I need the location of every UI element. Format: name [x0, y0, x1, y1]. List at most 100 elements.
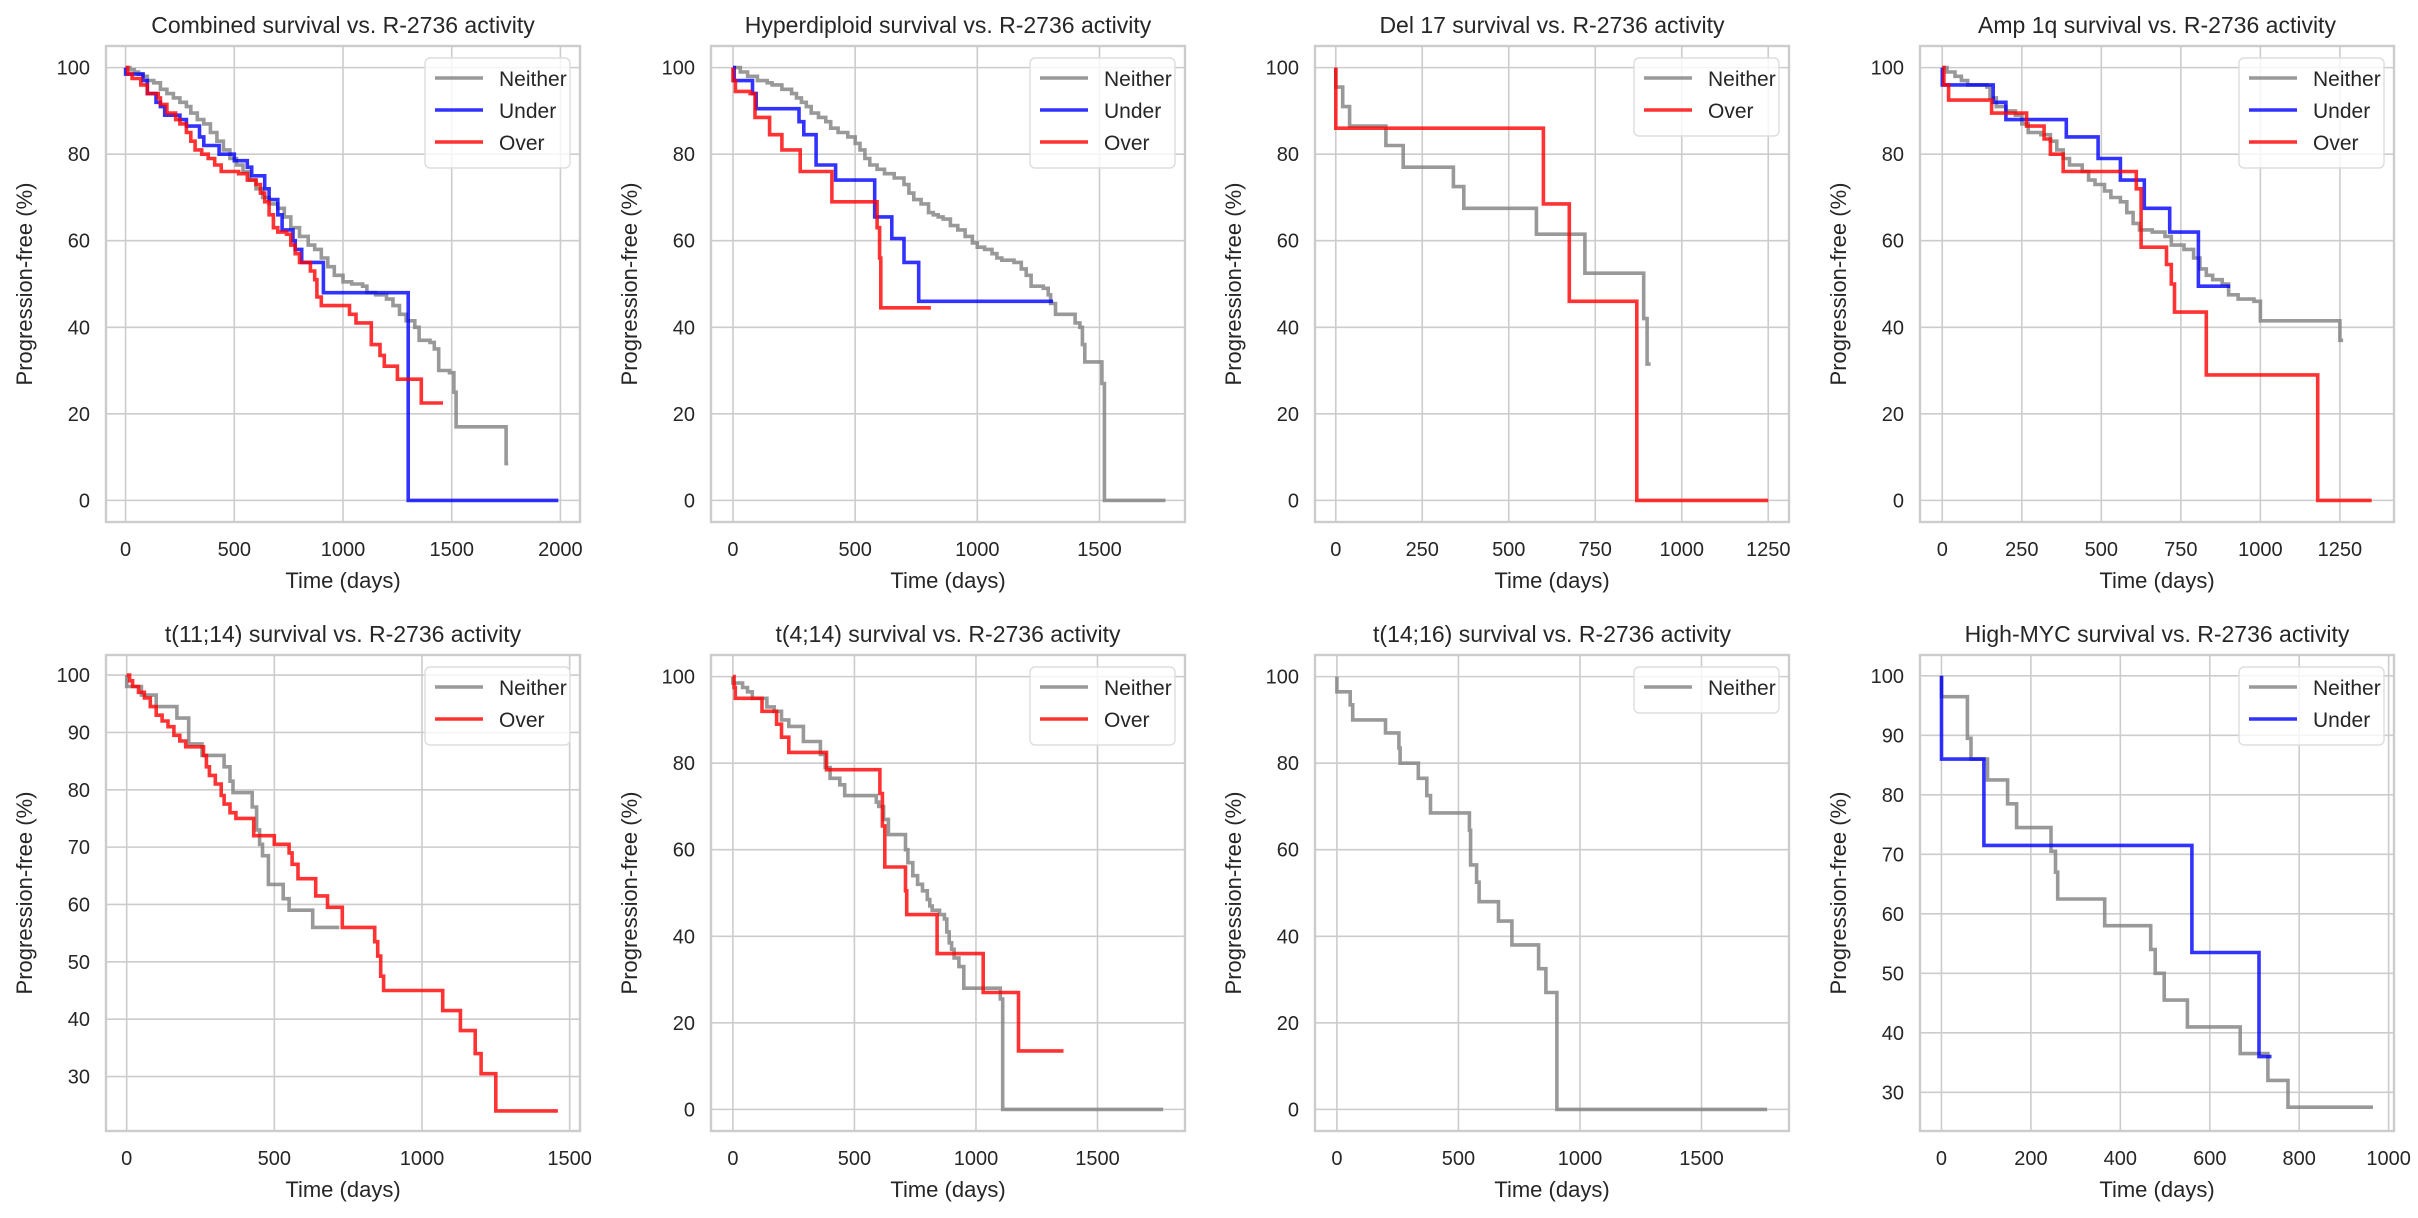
curve-neither — [124, 675, 340, 930]
y-tick-label: 70 — [68, 837, 90, 859]
x-tick-labels: 0 250 500 750 1000 1250 — [1936, 539, 2361, 561]
y-axis-label: Progression-free (%) — [617, 183, 642, 386]
y-axis-label: Progression-free (%) — [1221, 792, 1246, 995]
y-tick-labels: 0 20 40 60 80 100 — [661, 58, 694, 513]
legend: Neither Over — [424, 666, 571, 746]
curve-over — [1334, 67, 1769, 503]
y-tick-label: 0 — [683, 1099, 694, 1121]
plot-frame — [104, 653, 582, 1133]
y-tick-label: 100 — [1266, 58, 1299, 80]
chart-svg: Del 17 survival vs. R-2736 activity 0 20 4… — [1221, 12, 1790, 593]
y-tick-label: 50 — [68, 952, 90, 974]
x-tick-label: 0 — [1935, 1148, 1946, 1170]
chart-title: Hyperdiploid survival vs. R-2736 activit… — [744, 12, 1151, 38]
legend-label: Neither — [2313, 68, 2381, 91]
y-tick-label: 0 — [683, 490, 694, 512]
plot-frame — [1313, 653, 1791, 1133]
y-tick-label: 60 — [672, 840, 694, 862]
curves — [1335, 676, 1768, 1112]
y-tick-label: 100 — [661, 58, 694, 80]
legend-label: Over — [1104, 132, 1150, 155]
x-tick-label: 0 — [1330, 539, 1341, 561]
y-tick-label: 40 — [672, 317, 694, 339]
legend-label: Neither — [1708, 677, 1776, 700]
y-tick-label: 20 — [68, 404, 90, 426]
gridlines — [710, 655, 1185, 1131]
legend-label: Over — [1104, 709, 1150, 732]
y-tick-label: 60 — [68, 894, 90, 916]
y-tick-label: 0 — [79, 490, 90, 512]
x-tick-label: 400 — [2103, 1148, 2136, 1170]
x-tick-label: 1000 — [2366, 1148, 2411, 1170]
chart-title: Amp 1q survival vs. R-2736 activity — [1978, 12, 2336, 38]
x-tick-label: 500 — [258, 1148, 291, 1170]
x-tick-label: 1500 — [1077, 539, 1122, 561]
x-tick-label: 250 — [1406, 539, 1439, 561]
x-tick-label: 2000 — [538, 539, 583, 561]
y-axis-label: Progression-free (%) — [1826, 792, 1851, 995]
curve-over — [1941, 65, 2372, 503]
x-tick-label: 1500 — [547, 1148, 592, 1170]
y-tick-label: 80 — [1277, 144, 1299, 166]
y-tick-label: 100 — [1266, 667, 1299, 689]
legend-label: Over — [499, 132, 545, 155]
legend-label: Under — [2313, 709, 2370, 732]
y-tick-label: 60 — [1277, 231, 1299, 253]
legend-label: Neither — [1104, 677, 1172, 700]
y-axis-label: Progression-free (%) — [12, 792, 37, 995]
curve-over — [126, 673, 558, 1113]
curve-neither — [1334, 67, 1651, 366]
chart-title: Del 17 survival vs. R-2736 activity — [1379, 12, 1725, 38]
x-tick-label: 1000 — [953, 1148, 998, 1170]
y-tick-label: 20 — [1277, 404, 1299, 426]
legend: Neither Under — [2237, 666, 2385, 746]
curve-neither — [1335, 676, 1768, 1112]
plot-frame — [104, 44, 582, 524]
chart-panel-2: Hyperdiploid survival vs. R-2736 activit… — [605, 0, 1209, 609]
x-tick-labels: 0 500 1000 1500 — [727, 1148, 1119, 1170]
legend-label: Neither — [499, 677, 567, 700]
y-tick-label: 100 — [1870, 58, 1903, 80]
y-tick-label: 80 — [68, 780, 90, 802]
legend-label: Neither — [1708, 68, 1776, 91]
x-tick-label: 1000 — [400, 1148, 445, 1170]
legend-label: Neither — [1104, 68, 1172, 91]
plot-frame — [709, 653, 1186, 1133]
y-tick-label: 80 — [672, 144, 694, 166]
x-tick-label: 1500 — [1679, 1148, 1724, 1170]
gridlines — [1315, 655, 1789, 1131]
curves — [730, 65, 1165, 503]
y-tick-label: 40 — [1277, 926, 1299, 948]
legend: Neither Under Over — [424, 57, 571, 169]
chart-panel-6: t(4;14) survival vs. R-2736 activity 0 20… — [605, 609, 1209, 1218]
curve-neither — [125, 65, 509, 466]
legend-label: Neither — [499, 68, 567, 91]
curve-under — [731, 65, 1053, 304]
legend-box — [1633, 666, 1780, 714]
x-tick-label: 0 — [727, 1148, 738, 1170]
y-tick-label: 40 — [1881, 1023, 1903, 1045]
x-tick-label: 500 — [1492, 539, 1525, 561]
x-tick-label: 1000 — [1558, 1148, 1603, 1170]
x-tick-label: 750 — [2164, 539, 2197, 561]
y-tick-labels: 0 20 40 60 80 100 — [1266, 667, 1299, 1122]
chart-svg: t(4;14) survival vs. R-2736 activity 0 20… — [617, 621, 1186, 1202]
y-tick-labels: 0 20 40 60 80 100 — [57, 58, 90, 513]
x-axis-label: Time (days) — [1494, 568, 1609, 593]
x-tick-label: 1000 — [321, 539, 366, 561]
x-axis-label: Time (days) — [1494, 1177, 1609, 1202]
y-tick-label: 0 — [1892, 490, 1903, 512]
chart-title: Combined survival vs. R-2736 activity — [151, 12, 535, 38]
y-tick-label: 20 — [672, 1013, 694, 1035]
chart-panel-4: Amp 1q survival vs. R-2736 activity 0 20 4… — [1814, 0, 2418, 609]
legend-label: Over — [499, 709, 545, 732]
x-tick-label: 250 — [2005, 539, 2038, 561]
x-tick-label: 500 — [838, 539, 871, 561]
chart-title: t(14;16) survival vs. R-2736 activity — [1373, 621, 1731, 647]
curves — [1940, 65, 2372, 503]
y-tick-label: 70 — [1881, 844, 1903, 866]
x-tick-label: 0 — [1331, 1148, 1342, 1170]
x-tick-label: 1250 — [2317, 539, 2362, 561]
x-tick-label: 1000 — [955, 539, 1000, 561]
